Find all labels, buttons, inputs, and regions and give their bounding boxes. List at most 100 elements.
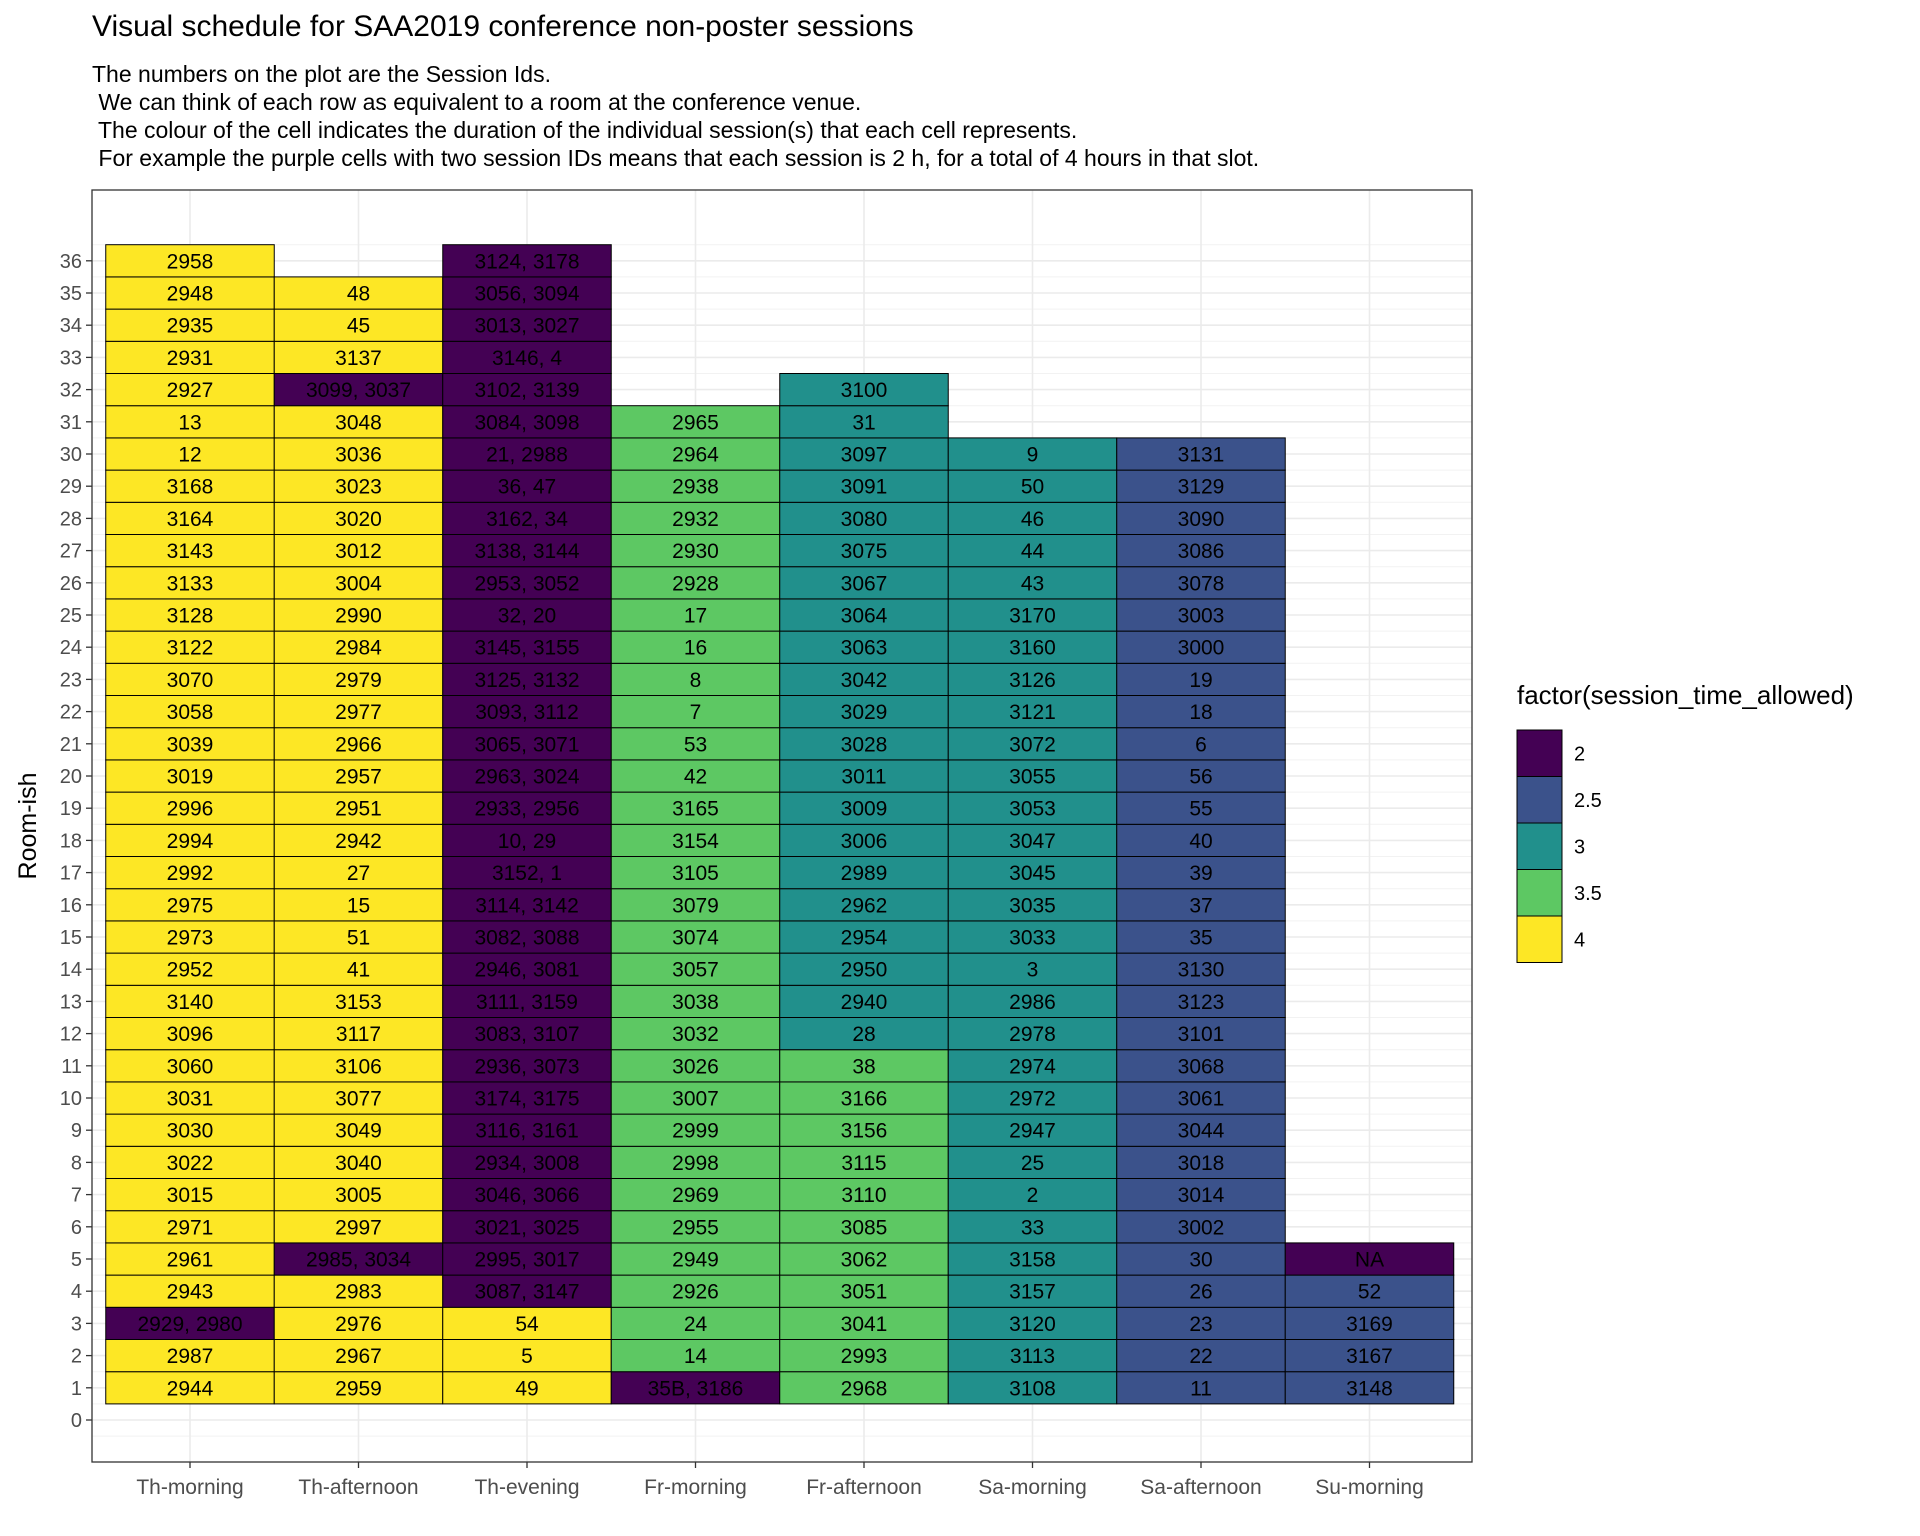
cell-label: 2983 <box>335 1281 382 1304</box>
cell-label: 3114, 3142 <box>475 894 579 917</box>
cell-label: 3 <box>1027 959 1039 982</box>
legend-key <box>1516 869 1563 917</box>
heatmap-cell <box>947 1178 1118 1212</box>
cell-label: 3018 <box>1178 1152 1225 1175</box>
cell-label: 2936, 3073 <box>474 1055 579 1078</box>
cell-label: 33 <box>1021 1216 1044 1239</box>
heatmap-cell <box>105 598 275 632</box>
cell-label: 2974 <box>1009 1055 1056 1078</box>
cell-label: 5 <box>521 1345 533 1368</box>
heatmap-cell <box>1116 984 1286 1018</box>
cell-label: 56 <box>1189 766 1212 789</box>
cell-label: 6 <box>1195 733 1207 756</box>
cell-label: 3047 <box>1009 830 1056 853</box>
heatmap-cell <box>442 1210 612 1244</box>
heatmap-cell <box>442 823 612 857</box>
heatmap-cell <box>105 1242 275 1276</box>
cell-label: 2966 <box>335 733 382 756</box>
cell-label: 3005 <box>335 1184 382 1207</box>
heatmap-cell <box>273 405 444 439</box>
subtitle-line: The colour of the cell indicates the dur… <box>92 117 1078 143</box>
cell-label: 3106 <box>335 1055 382 1078</box>
heatmap-cell <box>1116 1145 1286 1180</box>
heatmap-cell <box>947 1242 1118 1276</box>
y-tick-label: 13 <box>60 991 82 1013</box>
heatmap-cell <box>273 695 444 729</box>
heatmap-cell <box>105 856 275 890</box>
cell-label: 2931 <box>167 347 214 370</box>
heatmap-cell <box>105 373 275 407</box>
heatmap-cell <box>105 759 275 793</box>
cell-label: 3122 <box>167 637 214 660</box>
cell-label: 3000 <box>1178 637 1225 660</box>
cell-label: 49 <box>515 1377 538 1400</box>
cell-label: 2942 <box>335 830 382 853</box>
y-tick-label: 32 <box>60 380 82 402</box>
chart-subtitle: The numbers on the plot are the Session … <box>92 60 1259 172</box>
cell-label: 3058 <box>167 701 214 724</box>
heatmap-cell <box>1116 888 1286 922</box>
y-tick-label: 24 <box>60 637 82 659</box>
cell-label: 2962 <box>841 894 888 917</box>
cell-label: 43 <box>1021 572 1044 595</box>
heatmap-cell <box>442 984 612 1018</box>
heatmap-cell <box>273 1145 444 1180</box>
heatmap-cell <box>273 340 444 374</box>
heatmap-cell <box>610 598 781 632</box>
heatmap-cell <box>105 1339 275 1373</box>
cell-label: 3152, 1 <box>492 862 562 885</box>
heatmap-cell <box>442 1081 612 1115</box>
cell-label: 2987 <box>167 1345 214 1368</box>
cell-label: 3086 <box>1178 540 1225 563</box>
heatmap-cell <box>610 1274 781 1308</box>
y-tick-label: 34 <box>60 315 82 337</box>
heatmap-cell <box>947 920 1118 954</box>
cell-label: 3085 <box>841 1216 888 1239</box>
heatmap-cell <box>1116 534 1286 568</box>
heatmap-cell <box>1116 662 1286 696</box>
cell-label: 2929, 2980 <box>137 1313 242 1336</box>
cell-label: 3041 <box>841 1313 888 1336</box>
cell-label: 17 <box>684 605 707 628</box>
y-tick-label: 4 <box>71 1281 82 1303</box>
cell-label: 54 <box>515 1313 539 1336</box>
cell-label: 3079 <box>672 894 719 917</box>
heatmap-cell <box>273 856 444 890</box>
heatmap-cell <box>105 1371 275 1405</box>
cell-label: 3021, 3025 <box>474 1216 579 1239</box>
heatmap-cell <box>273 791 444 825</box>
cell-label: 51 <box>347 927 370 950</box>
heatmap-cell <box>442 952 612 986</box>
cell-label: 3020 <box>335 508 382 531</box>
cell-label: 3045 <box>1009 862 1056 885</box>
cell-label: 12 <box>178 444 201 467</box>
heatmap-cell <box>947 1049 1118 1083</box>
cell-label: 42 <box>684 766 707 789</box>
y-tick-label: 2 <box>71 1346 82 1368</box>
cell-label: 2953, 3052 <box>474 572 579 595</box>
heatmap-cell <box>947 534 1118 568</box>
heatmap-cell <box>442 630 612 664</box>
cell-label: 14 <box>684 1345 708 1368</box>
cell-label: NA <box>1355 1249 1384 1272</box>
cell-label: 2963, 3024 <box>474 766 579 789</box>
cell-label: 3143 <box>167 540 214 563</box>
cell-label: 3117 <box>336 1023 381 1046</box>
chart-title: Visual schedule for SAA2019 conference n… <box>92 10 914 43</box>
y-tick-label: 1 <box>71 1378 82 1400</box>
heatmap-cell <box>610 1306 781 1341</box>
y-tick-label: 26 <box>60 573 82 595</box>
cell-label: 2957 <box>335 766 382 789</box>
cell-label: 37 <box>1189 894 1212 917</box>
cell-label: 3102, 3139 <box>474 379 579 402</box>
cell-label: 3097 <box>841 444 888 467</box>
heatmap-cell <box>442 340 612 374</box>
heatmap-cell <box>105 405 275 439</box>
y-tick-label: 3 <box>71 1313 82 1335</box>
cell-label: 23 <box>1189 1313 1212 1336</box>
cell-label: 2948 <box>167 283 214 306</box>
cell-label: 2967 <box>335 1345 382 1368</box>
cell-label: 2977 <box>335 701 382 724</box>
cell-label: 26 <box>1189 1281 1212 1304</box>
